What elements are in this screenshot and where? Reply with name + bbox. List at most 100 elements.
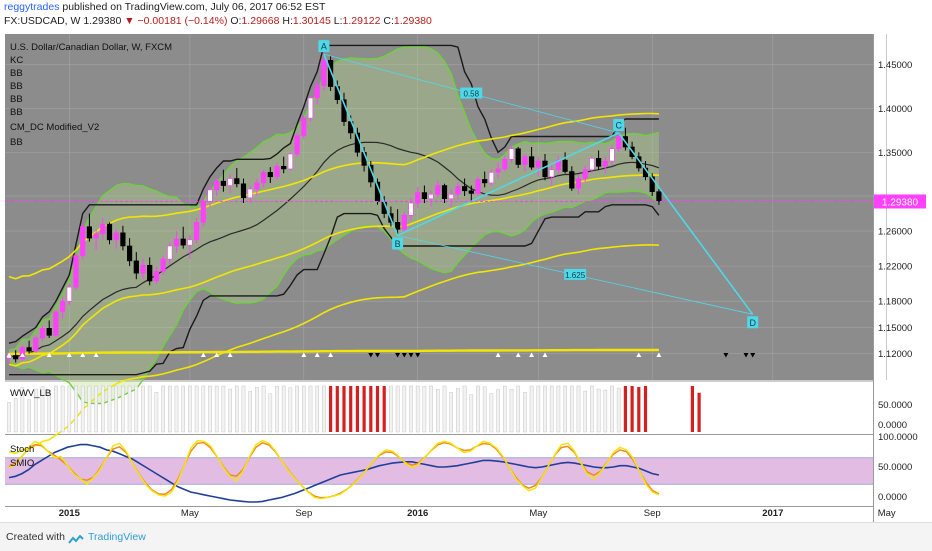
candle-body: [200, 201, 206, 223]
wwv-bar: [697, 392, 701, 432]
chart-svg[interactable]: A B C D 0.58 1.625 1.29380 1.45000 1.40000 1.350…: [0, 0, 932, 522]
wwv-bar: [523, 392, 527, 433]
stoch-k-line: [8, 439, 660, 500]
candle-body: [461, 186, 468, 192]
candle-body: [247, 188, 253, 199]
x-tick-label: 2016: [407, 508, 428, 519]
sell-marker-icon: [750, 353, 756, 358]
wwv-bar: [248, 391, 253, 433]
high-value: 1.30145: [292, 15, 331, 27]
x-tick-label: 2017: [762, 508, 783, 519]
stoch-title: Stoch: [10, 444, 34, 455]
wwv-bar: [690, 386, 694, 432]
wwv-bar: [389, 385, 393, 433]
candle-body: [408, 202, 414, 216]
wwv-bar: [543, 385, 547, 433]
indicator-kc: KC: [10, 55, 23, 66]
pattern-point-b[interactable]: [392, 237, 404, 250]
open-value: 1.29668: [241, 15, 280, 27]
candle-body: [147, 264, 153, 282]
pattern-leg: [618, 132, 754, 315]
candle-body: [602, 160, 608, 167]
pattern-point-d[interactable]: [747, 316, 759, 329]
yellow-base-band: [9, 348, 659, 355]
sell-marker-icon: [723, 353, 729, 358]
x-tick-label: May: [181, 508, 199, 519]
main-pane[interactable]: [5, 34, 873, 380]
tradingview-brand[interactable]: TradingView: [88, 531, 146, 543]
wwv-bar: [375, 386, 380, 432]
wwv-bar: [422, 386, 427, 433]
footer-bar: Created with TradingView: [0, 522, 932, 551]
sell-marker-icon: [415, 353, 421, 358]
indicator-bb-3: BB: [10, 94, 23, 105]
candle-body: [616, 136, 622, 150]
wwv-bar: [362, 386, 366, 432]
wwv-bar: [208, 385, 212, 433]
candle-body: [656, 191, 662, 202]
chart-title: U.S. Dollar/Canadian Dollar, W, FXCM: [10, 42, 172, 53]
buy-marker-icon: [328, 352, 334, 357]
wwv-bar: [228, 388, 232, 433]
wwv-bar: [583, 390, 587, 433]
wwv-bar: [281, 385, 286, 433]
tradingview-logo-icon[interactable]: [68, 532, 84, 544]
candle-body: [13, 355, 19, 360]
wwv-bar: [509, 389, 514, 433]
pattern-point-c[interactable]: [613, 118, 625, 131]
candle-body: [254, 182, 260, 190]
wwv-bar: [201, 385, 206, 433]
close-label: C:: [383, 15, 394, 27]
buy-marker-icon: [314, 352, 320, 357]
midline: [8, 141, 660, 358]
wwv-bar: [462, 385, 467, 433]
indicator-bb-5: BB: [10, 137, 23, 148]
candle-body: [260, 172, 267, 184]
sell-marker-icon: [368, 353, 374, 358]
candle-body: [428, 193, 434, 199]
buy-marker-icon: [19, 352, 25, 357]
candle-body: [528, 156, 535, 168]
x-tick-label: 2015: [59, 508, 81, 519]
candle-body: [180, 238, 186, 246]
wwv-bar: [469, 394, 474, 433]
low-value: 1.29122: [342, 15, 381, 27]
candle-body: [569, 171, 575, 189]
candle-body: [455, 186, 461, 195]
last-price: 1.29380: [83, 15, 122, 27]
last-price-label: 1.29380: [882, 197, 919, 208]
wwv-bar: [161, 385, 165, 433]
y-tick-label: 1.18000: [878, 297, 912, 308]
author-link[interactable]: reggytrades: [4, 1, 60, 13]
wwv-bar: [255, 387, 259, 433]
wwv-bar: [114, 385, 118, 433]
stoch-tick-label: 100.0000: [878, 432, 918, 443]
smio-line: [8, 443, 660, 503]
wwv-bar: [415, 385, 420, 433]
buy-marker-icon: [200, 352, 206, 357]
wwv-bar: [616, 387, 621, 433]
wwv-bar: [596, 388, 601, 433]
buy-marker-icon: [542, 352, 548, 357]
publish-info: published on TradingView.com, July 06, 2…: [62, 1, 326, 13]
candle-body: [120, 232, 126, 247]
wwv-bar: [489, 393, 494, 433]
wwv-bar: [442, 385, 447, 433]
sell-marker-icon: [375, 353, 380, 358]
candle-body: [153, 271, 160, 282]
wwv-title: WWV_LB: [10, 388, 51, 399]
buy-marker-icon: [214, 352, 220, 357]
yellow-mid-band: [8, 173, 659, 367]
wwv-bar: [141, 385, 145, 433]
candle-body: [127, 245, 133, 262]
x-tick-label: May: [878, 508, 896, 519]
buy-marker-icon: [515, 352, 521, 357]
wwv-bar: [308, 385, 313, 433]
wwv-bar: [275, 386, 279, 433]
wwv-bar: [503, 385, 507, 433]
buy-marker-icon: [301, 352, 307, 357]
candle-body: [100, 223, 106, 235]
pattern-point-a[interactable]: [318, 40, 330, 53]
change-value: ▼ −0.00181 (−0.14%): [124, 15, 228, 27]
